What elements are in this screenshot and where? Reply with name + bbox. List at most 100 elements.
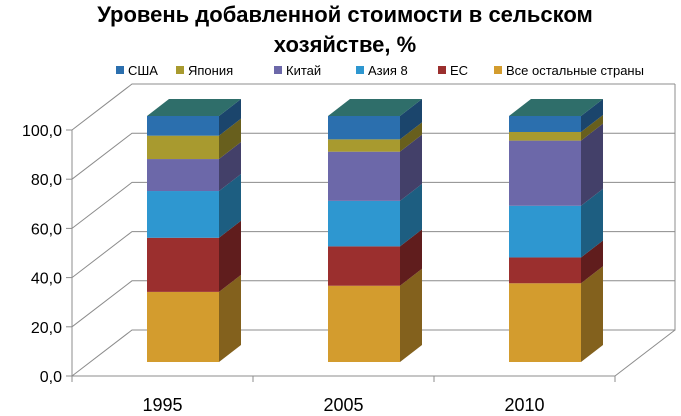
bars [147, 99, 603, 362]
bar-side-face [581, 266, 603, 362]
gridline [71, 329, 675, 377]
bar-segment [509, 114, 603, 141]
bar-front-face [509, 131, 581, 141]
chart-title-line-2: хозяйстве, % [274, 32, 416, 57]
y-tick-label: 60,0 [31, 221, 62, 238]
bar-side-face [581, 99, 603, 132]
legend-item: Китай [274, 63, 321, 78]
bar-segment [147, 274, 241, 362]
bar-side-face [219, 99, 241, 136]
bar-front-face [147, 116, 219, 136]
bar-side-face [400, 268, 422, 362]
bar-front-face [147, 191, 219, 238]
bar-top-face [328, 99, 422, 116]
bar-side-face [219, 174, 241, 238]
bar-front-face [328, 139, 400, 152]
bar-front-face [509, 116, 581, 132]
bar-side-face [219, 220, 241, 292]
bar-segment [509, 123, 603, 206]
bar-side-face [400, 99, 422, 140]
bar-side-face [400, 229, 422, 286]
gridlines [71, 83, 675, 377]
y-tick-label: 40,0 [31, 271, 62, 288]
bar-segment [328, 183, 422, 247]
bar-front-face [509, 257, 581, 284]
legend-swatch [274, 66, 282, 74]
bar-segment [147, 174, 241, 238]
bar-segment [147, 118, 241, 160]
legend-swatch [356, 66, 364, 74]
bar-segment [147, 142, 241, 192]
bar-side-face [219, 142, 241, 192]
bar-segment [328, 229, 422, 286]
bar-front-face [147, 159, 219, 192]
legend-item: ЕС [438, 63, 468, 78]
legend-label: Все остальные страны [506, 63, 644, 78]
bar-side-face [219, 274, 241, 362]
bar-front-face [328, 151, 400, 201]
bar-side-face [400, 122, 422, 152]
bar-front-face [147, 237, 219, 292]
bar-front-face [509, 205, 581, 258]
bar-segment [509, 240, 603, 284]
bar-front-face [147, 135, 219, 160]
legend: США Япония Китай Азия 8 ЕС Все остальные стра… [116, 63, 644, 78]
bar-front-face [328, 246, 400, 286]
y-tick-label: 20,0 [31, 320, 62, 337]
legend-item: Япония [176, 63, 233, 78]
legend-label: Япония [188, 63, 233, 78]
gridline [71, 83, 675, 131]
chart-title-line-1: Уровень добавленной стоимости в сельском [97, 2, 593, 27]
y-tick-label: 80,0 [31, 172, 62, 189]
bar-side-face [400, 134, 422, 201]
legend-label: США [128, 63, 158, 78]
bar-side-face [400, 183, 422, 247]
chart-text: Уровень добавленной стоимости в сельском… [22, 2, 593, 415]
y-tick-label: 100,0 [22, 123, 62, 140]
gridline [71, 181, 675, 229]
bar-side-face [581, 123, 603, 206]
legend-item: Все остальные страны [494, 63, 644, 78]
bar-segment [147, 220, 241, 292]
bar-front-face [328, 200, 400, 247]
bar-segment [328, 122, 422, 152]
axes [66, 129, 676, 382]
bar-segment [328, 134, 422, 201]
legend-label: ЕС [450, 63, 468, 78]
legend-swatch [438, 66, 446, 74]
legend-swatch [116, 66, 124, 74]
floor-edge [614, 329, 676, 377]
bar-top-face [147, 99, 241, 116]
legend-item: Азия 8 [356, 63, 408, 78]
bar-front-face [328, 285, 400, 362]
legend-label: Китай [286, 63, 321, 78]
bar-segment [328, 99, 422, 140]
bar-segment [328, 268, 422, 362]
legend-item: США [116, 63, 158, 78]
bar-front-face [328, 116, 400, 140]
x-tick-label: 2005 [323, 395, 363, 415]
bar-side-face [581, 240, 603, 284]
gridline [71, 132, 675, 180]
gridline [71, 231, 675, 278]
y-tick-label: 0,0 [40, 369, 62, 386]
legend-swatch [176, 66, 184, 74]
x-tick-label: 2010 [504, 395, 544, 415]
x-tick-label: 1995 [142, 395, 182, 415]
bar-segment [509, 99, 603, 132]
bar-side-face [581, 114, 603, 141]
bar-front-face [147, 291, 219, 362]
bar-side-face [581, 188, 603, 258]
legend-label: Азия 8 [368, 63, 408, 78]
legend-swatch [494, 66, 502, 74]
bar-top-face [509, 99, 603, 116]
bar-segment [509, 188, 603, 258]
bar-segment [147, 99, 241, 136]
bar-side-face [219, 118, 241, 160]
bar-front-face [509, 283, 581, 362]
bar-front-face [509, 140, 581, 206]
bar-segment [509, 266, 603, 362]
gridline [71, 280, 675, 328]
